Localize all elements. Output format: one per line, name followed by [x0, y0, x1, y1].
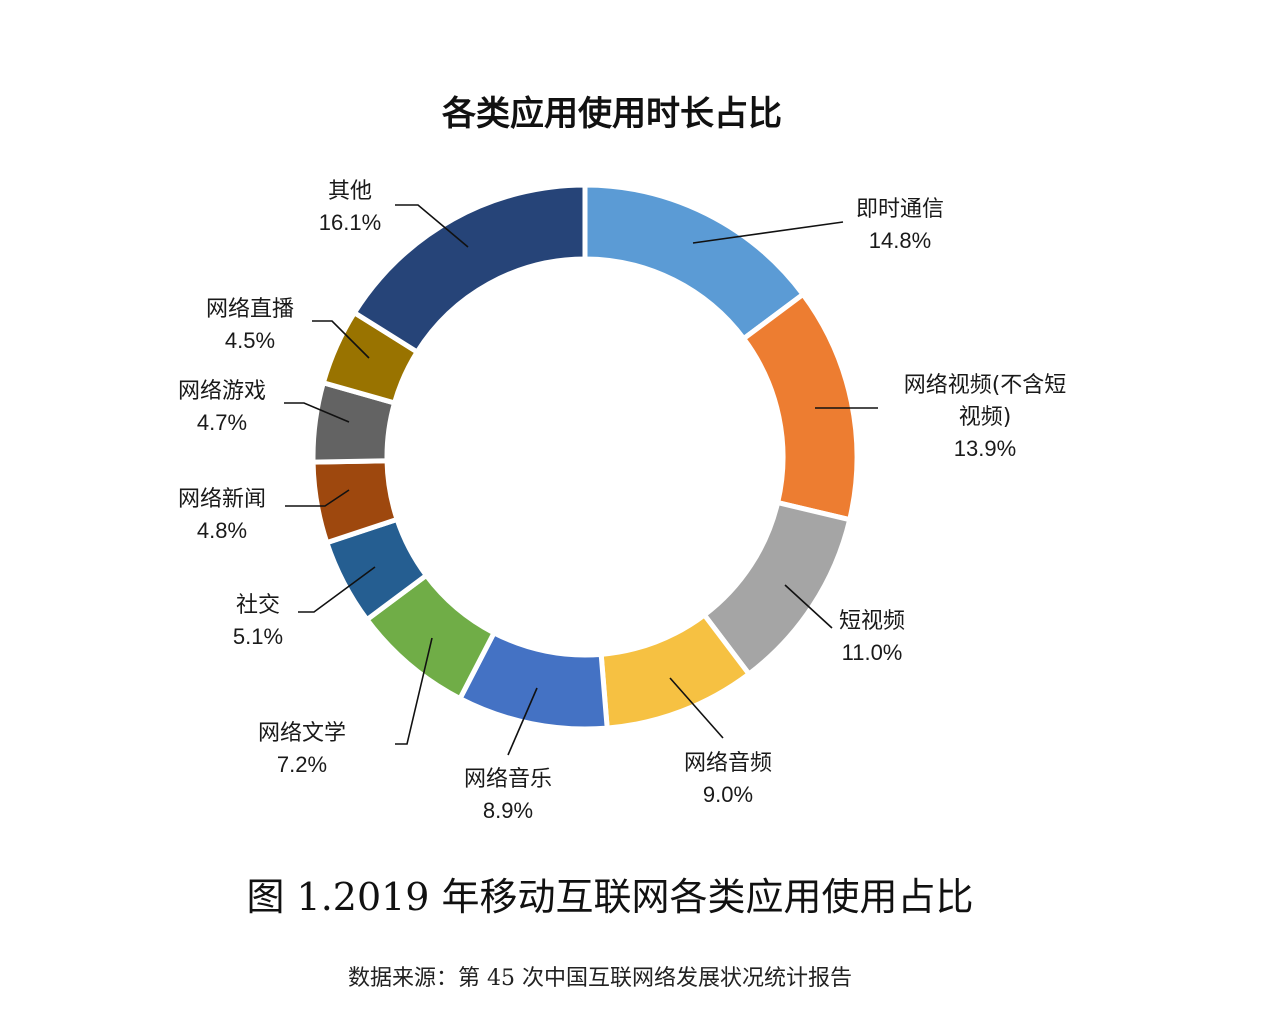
donut-slice-11 [350, 182, 588, 356]
value-label-1: 14.8% [869, 228, 931, 253]
value-label-5: 8.9% [483, 798, 533, 823]
leader-line-3 [784, 584, 833, 629]
chart-title: 各类应用使用时长占比 [442, 94, 782, 134]
value-label-10: 4.5% [225, 328, 275, 353]
value-label-6: 7.2% [277, 752, 327, 777]
category-label-9: 网络游戏 [178, 379, 266, 404]
category-label-2-line-1: 网络视频(不含短 [904, 373, 1067, 398]
value-label-7: 5.1% [233, 624, 283, 649]
figure-caption: 图 1.2019 年移动互联网各类应用使用占比 [246, 875, 974, 919]
category-label-6: 网络文学 [258, 721, 346, 746]
category-label-2-line-2: 视频) [959, 405, 1012, 430]
leader-line-8 [285, 489, 350, 507]
leader-line-9 [284, 402, 350, 423]
leader-line-1 [692, 221, 844, 244]
leader-line-5 [507, 687, 538, 756]
value-label-11: 16.1% [319, 210, 381, 235]
leader-line-4 [669, 677, 724, 739]
leader-line-6 [395, 637, 433, 745]
value-label-4: 9.0% [703, 782, 753, 807]
leader-line-10 [312, 320, 370, 359]
leader-line-11 [395, 204, 469, 248]
donut-slice-1 [582, 182, 807, 343]
leader-line-7 [298, 566, 376, 613]
category-label-4: 网络音频 [684, 751, 772, 776]
data-source-note: 数据来源：第 45 次中国互联网络发展状况统计报告 [348, 966, 852, 991]
category-label-11: 其他 [328, 179, 372, 204]
category-label-5: 网络音乐 [464, 767, 552, 792]
category-label-3: 短视频 [839, 609, 905, 634]
category-label-1: 即时通信 [856, 197, 944, 222]
value-label-8: 4.8% [197, 518, 247, 543]
value-label-3: 11.0% [842, 640, 903, 665]
donut-slice-2 [740, 290, 860, 523]
category-label-7: 社交 [236, 593, 280, 618]
category-label-8: 网络新闻 [178, 487, 266, 512]
value-label-9: 4.7% [197, 410, 247, 435]
value-label-2: 13.9% [954, 436, 1016, 461]
category-label-10: 网络直播 [206, 297, 294, 322]
